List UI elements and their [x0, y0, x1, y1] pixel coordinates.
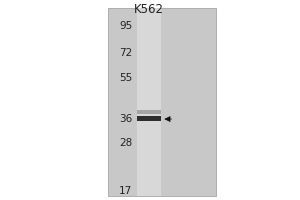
Bar — [136, 8, 160, 196]
Text: 28: 28 — [119, 138, 133, 148]
Text: 17: 17 — [119, 186, 133, 196]
Text: 55: 55 — [119, 73, 133, 83]
Bar — [136, 110, 160, 114]
Text: 72: 72 — [119, 48, 133, 58]
Text: K562: K562 — [134, 3, 164, 16]
Text: 95: 95 — [119, 21, 133, 31]
Text: 36: 36 — [119, 114, 133, 124]
Bar — [136, 116, 160, 121]
Bar — [108, 8, 216, 196]
